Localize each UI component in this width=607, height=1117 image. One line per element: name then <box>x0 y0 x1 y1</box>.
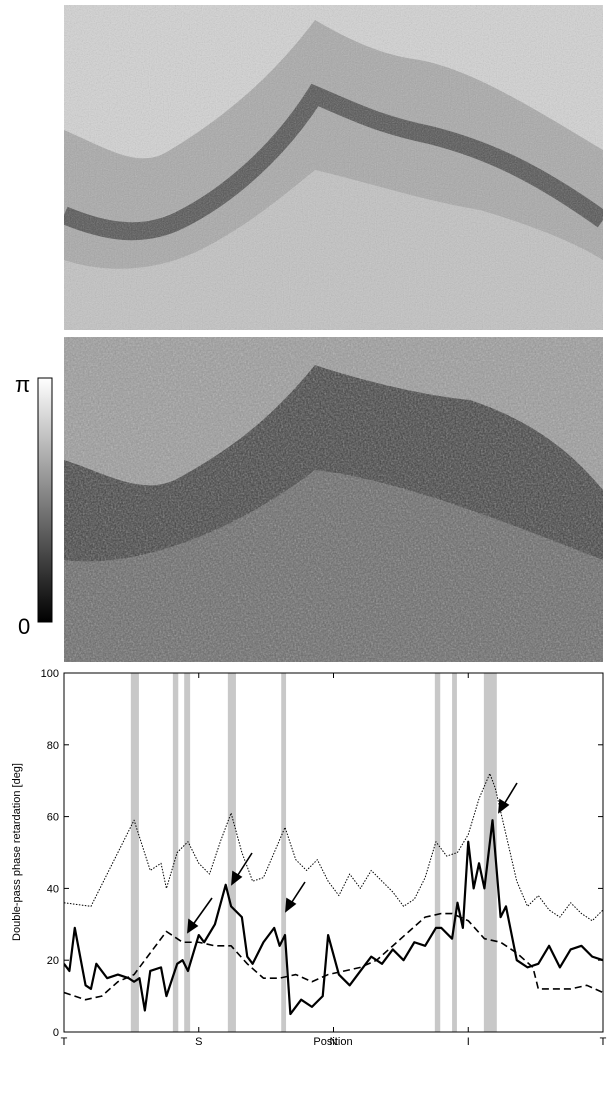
x-tick-label: I <box>467 1036 470 1048</box>
shaded-region <box>281 673 287 1032</box>
plot-frame <box>63 672 604 1033</box>
x-axis-label: Position <box>313 1036 352 1048</box>
shaded-region <box>130 673 139 1032</box>
shaded-regions <box>130 673 497 1032</box>
arrows <box>187 782 518 934</box>
y-axis-label: Double-pass phase retardation [deg] <box>11 763 23 941</box>
colorbar <box>37 377 53 623</box>
shaded-region <box>184 673 191 1032</box>
y-tick-label: 40 <box>47 883 59 895</box>
retardation-image <box>64 337 603 662</box>
y-tick-label: 20 <box>47 955 59 967</box>
x-tick-label: S <box>195 1036 202 1048</box>
series-line <box>64 912 603 1001</box>
series-line <box>64 819 603 1016</box>
shaded-region <box>434 673 441 1032</box>
series-lines <box>64 773 603 1016</box>
y-tick-label: 60 <box>47 812 59 824</box>
intensity-image <box>64 5 603 330</box>
y-tick-label: 80 <box>47 740 59 752</box>
y-tick-label: 0 <box>53 1027 59 1039</box>
shaded-region <box>483 673 497 1032</box>
x-tick-label: T <box>61 1036 68 1048</box>
y-tick-label: 100 <box>41 668 59 680</box>
colorbar-min-label: 0 <box>18 614 30 639</box>
shaded-region <box>452 673 457 1032</box>
shaded-region <box>172 673 179 1032</box>
x-tick-label: T <box>600 1036 607 1048</box>
x-tick-label: N <box>330 1036 338 1048</box>
shaded-region <box>227 673 236 1032</box>
series-line <box>64 773 603 922</box>
colorbar-max-label: π <box>15 372 30 397</box>
